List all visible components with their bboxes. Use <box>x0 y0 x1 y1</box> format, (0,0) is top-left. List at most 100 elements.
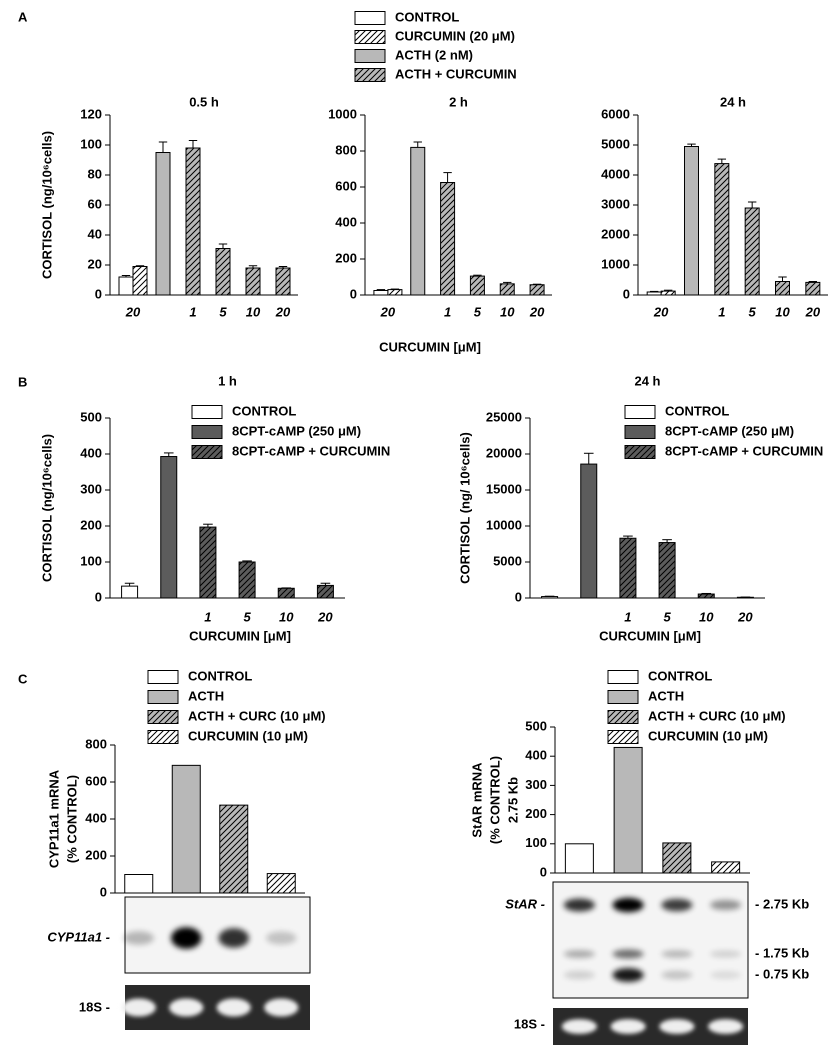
bar <box>215 248 231 296</box>
bar <box>529 284 545 296</box>
error-bar <box>248 265 258 268</box>
error-bar <box>413 141 422 148</box>
y-axis-label: 2.75 Kb <box>505 777 520 823</box>
legend-swatch <box>354 30 386 44</box>
blot-18s-band <box>561 1019 597 1034</box>
bar <box>121 585 139 599</box>
y-tick-label: 100 <box>80 136 102 151</box>
error-bar <box>747 201 757 208</box>
y-tick-label: 400 <box>80 445 102 460</box>
legend-label: ACTH <box>188 688 224 703</box>
bar <box>662 842 692 874</box>
blot-18s-band <box>708 1019 744 1034</box>
y-tick-label: 0 <box>350 286 357 301</box>
blot-band <box>563 970 595 980</box>
bar <box>275 267 291 296</box>
y-tick-label: 600 <box>335 178 357 193</box>
y-axis-label: CORTISOL (ng/10⁶cells) <box>39 131 54 279</box>
y-tick-label: 200 <box>335 250 357 265</box>
y-tick-label: 2000 <box>601 226 630 241</box>
bar <box>541 596 559 599</box>
error-bar <box>503 281 512 284</box>
x-tick-label: 1 <box>204 609 211 624</box>
error-bar <box>443 172 452 183</box>
blot-band <box>612 897 644 913</box>
blot-band <box>661 970 693 980</box>
blot-band <box>123 931 154 945</box>
error-bar <box>649 290 659 292</box>
x-tick-label: 10 <box>246 304 261 319</box>
x-axis-label: CURCUMIN [μM] <box>379 339 481 354</box>
y-tick-label: 500 <box>80 409 102 424</box>
x-tick-label: 1 <box>718 304 725 319</box>
x-axis-label: CURCUMIN [μM] <box>189 628 291 643</box>
error-bar <box>473 274 482 277</box>
error-bar <box>532 283 542 285</box>
legend-label: 8CPT-cAMP (250 μM) <box>665 423 794 438</box>
x-tick-label: 20 <box>317 609 333 624</box>
x-tick-label: 1 <box>624 609 631 624</box>
bar <box>238 561 256 599</box>
legend-swatch <box>607 670 639 684</box>
legend-swatch <box>607 730 639 744</box>
x-tick-label: 10 <box>775 304 790 319</box>
error-bar <box>218 243 228 249</box>
y-tick-label: 300 <box>80 481 102 496</box>
error-bar <box>203 523 213 528</box>
blot-18s-band <box>121 998 156 1017</box>
legend-label: 8CPT-cAMP + CURCUMIN <box>232 443 390 458</box>
legend-label: 8CPT-cAMP + CURCUMIN <box>665 443 823 458</box>
y-tick-label: 400 <box>85 810 107 825</box>
y-tick-label: 200 <box>85 847 107 862</box>
y-tick-label: 3000 <box>601 196 630 211</box>
legend-swatch <box>354 11 386 25</box>
blot-band <box>563 950 595 958</box>
error-bar <box>808 281 818 283</box>
blot-band <box>710 899 742 911</box>
blot-band <box>612 968 644 982</box>
y-tick-label: 40 <box>88 226 102 241</box>
y-tick-label: 200 <box>525 806 547 821</box>
legend-label: CONTROL <box>232 403 296 418</box>
legend-label: ACTH + CURCUMIN <box>395 66 517 81</box>
legend-swatch <box>191 425 223 439</box>
bar <box>199 526 217 599</box>
panel-label: A <box>18 9 28 24</box>
legend-label: 8CPT-cAMP (250 μM) <box>232 423 361 438</box>
blot-band <box>661 898 693 912</box>
blot-18s-band <box>264 998 299 1017</box>
legend-label: CURCUMIN (20 μM) <box>395 28 515 43</box>
blot-label: 18S - <box>514 1016 545 1031</box>
bar <box>469 275 485 296</box>
bar <box>714 163 730 296</box>
bar <box>499 283 515 296</box>
x-tick-label: 5 <box>749 304 757 319</box>
legend-label: ACTH <box>648 688 684 703</box>
bar <box>185 147 201 296</box>
blot-band <box>218 928 249 948</box>
legend-swatch <box>354 49 386 63</box>
error-bar <box>158 141 168 153</box>
bar <box>684 146 699 296</box>
blot-band <box>171 927 202 949</box>
bar <box>171 764 201 894</box>
legend-swatch <box>624 425 656 439</box>
blot-band <box>661 950 693 958</box>
bar <box>646 291 662 296</box>
y-tick-label: 1000 <box>601 256 630 271</box>
y-axis-label: (% CONTROL) <box>487 756 502 844</box>
y-tick-label: 5000 <box>493 553 522 568</box>
error-bar <box>135 265 145 267</box>
y-tick-label: 20000 <box>486 445 522 460</box>
chart-title: 2 h <box>449 94 468 109</box>
x-tick-label: 20 <box>380 304 396 319</box>
blot-18s-band <box>169 998 204 1017</box>
legend-swatch <box>191 405 223 419</box>
panel-label: B <box>18 374 27 389</box>
error-bar <box>390 288 400 290</box>
y-tick-label: 120 <box>80 106 102 121</box>
bar <box>775 281 790 296</box>
y-tick-label: 0 <box>540 864 547 879</box>
y-tick-label: 25000 <box>486 409 522 424</box>
